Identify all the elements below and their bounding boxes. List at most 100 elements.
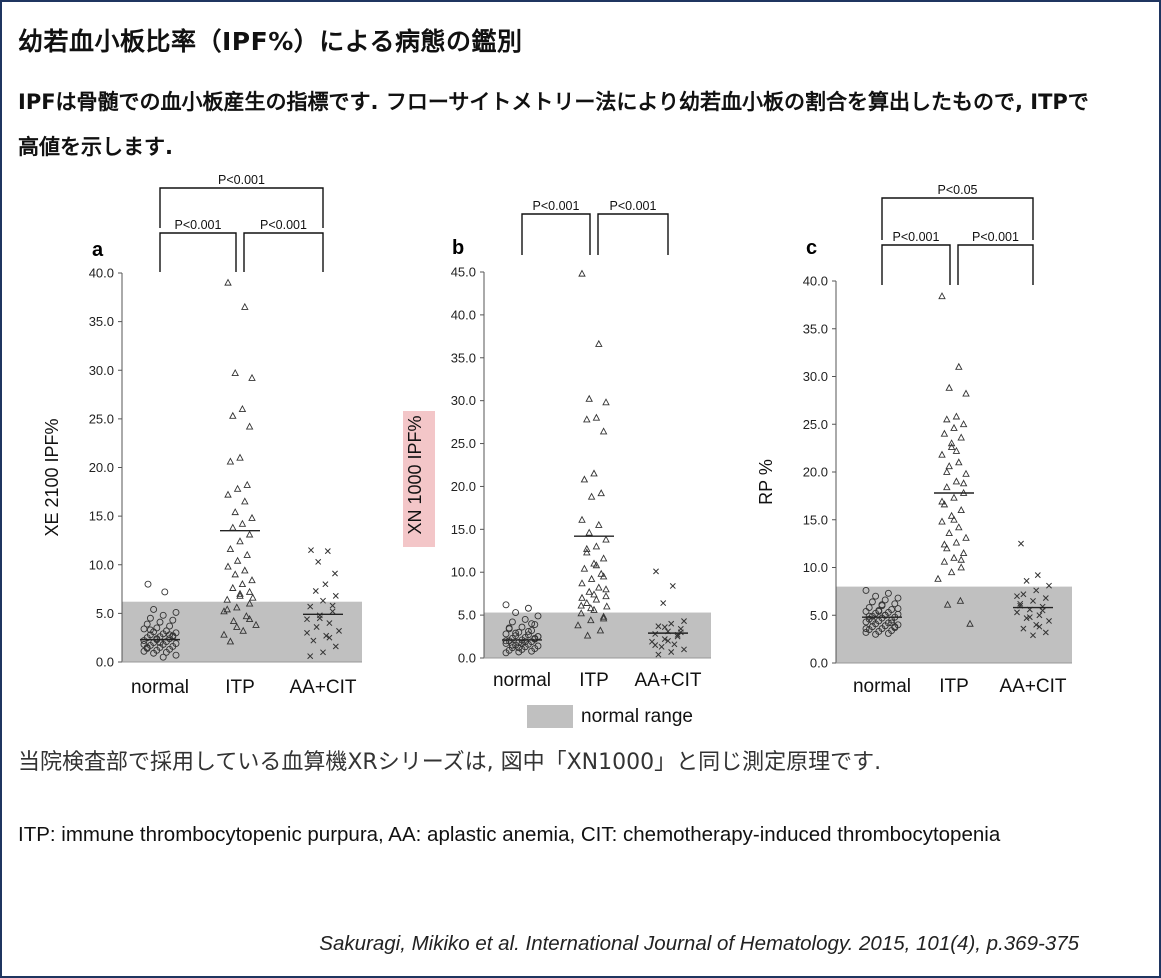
data-point-triangle bbox=[959, 479, 968, 487]
data-point-x bbox=[1036, 623, 1043, 630]
data-point-x bbox=[310, 637, 317, 644]
p-value-label: P<0.001 bbox=[260, 218, 307, 232]
data-point-triangle bbox=[252, 620, 260, 628]
data-point-x bbox=[332, 592, 339, 599]
y-tick-label: 5.0 bbox=[96, 606, 114, 621]
data-point-circle bbox=[150, 649, 158, 657]
data-point-triangle bbox=[242, 612, 251, 620]
data-point-circle bbox=[159, 653, 167, 661]
data-point-triangle bbox=[243, 550, 251, 558]
data-point-x bbox=[323, 632, 330, 639]
data-point-triangle bbox=[248, 373, 256, 381]
data-point-x bbox=[668, 620, 675, 627]
legend: normal range bbox=[527, 705, 693, 728]
data-point-circle bbox=[881, 596, 889, 604]
y-tick-label: 10.0 bbox=[89, 557, 114, 572]
data-point-x bbox=[1033, 587, 1040, 594]
data-point-triangle bbox=[238, 580, 247, 588]
data-point-x bbox=[1020, 625, 1027, 632]
data-point-circle bbox=[862, 607, 870, 615]
data-point-circle bbox=[169, 616, 177, 624]
p-value-label: P<0.001 bbox=[175, 218, 222, 232]
data-point-triangle bbox=[224, 490, 232, 498]
data-point-x bbox=[320, 597, 326, 604]
y-tick-label: 25.0 bbox=[89, 411, 114, 426]
data-point-triangle bbox=[226, 637, 235, 645]
data-point-x bbox=[1014, 593, 1020, 600]
data-point-triangle bbox=[595, 520, 603, 528]
data-point-circle bbox=[878, 601, 886, 609]
data-point-circle bbox=[862, 625, 870, 633]
category-label: ITP bbox=[939, 676, 969, 697]
data-point-triangle bbox=[957, 506, 965, 514]
data-point-circle bbox=[502, 630, 510, 638]
data-point-triangle bbox=[585, 528, 593, 536]
data-point-circle bbox=[524, 627, 532, 635]
data-point-triangle bbox=[229, 411, 237, 419]
data-point-triangle bbox=[245, 530, 254, 538]
data-point-triangle bbox=[583, 598, 591, 606]
y-tick-label: 15.0 bbox=[451, 522, 476, 537]
data-point-x bbox=[304, 616, 310, 623]
significance-bracket bbox=[243, 232, 324, 272]
y-tick-label: 20.0 bbox=[451, 479, 476, 494]
y-axis-label: XE 2100 IPF% bbox=[42, 418, 62, 536]
data-point-x bbox=[1046, 618, 1052, 624]
data-point-x bbox=[1020, 591, 1027, 598]
chart-panel-a: 0.0 5.0 10.0 15.0 20.0 25.0 30.0 35.0 40.0 XE 210… bbox=[42, 173, 362, 698]
data-point-x bbox=[329, 602, 336, 609]
data-point-x bbox=[322, 581, 329, 588]
data-point-triangle bbox=[947, 511, 956, 519]
y-axis-label: RP % bbox=[756, 459, 776, 505]
legend-label: normal range bbox=[581, 706, 693, 727]
data-point-triangle bbox=[245, 587, 254, 595]
data-point-triangle bbox=[583, 548, 591, 556]
category-label: normal bbox=[493, 670, 551, 691]
legend-swatch bbox=[527, 705, 573, 728]
data-point-triangle bbox=[945, 528, 953, 536]
data-point-triangle bbox=[245, 422, 254, 430]
data-point-x bbox=[1033, 621, 1040, 628]
data-point-circle bbox=[528, 647, 536, 655]
data-point-x bbox=[660, 600, 667, 607]
data-point-triangle bbox=[962, 533, 970, 541]
significance-bracket bbox=[881, 197, 1034, 240]
data-point-x bbox=[324, 548, 331, 555]
data-point-triangle bbox=[940, 429, 949, 437]
data-point-circle bbox=[862, 586, 870, 594]
data-point-x bbox=[668, 649, 675, 655]
category-label: AA+CIT bbox=[634, 670, 701, 691]
data-point-x bbox=[1046, 582, 1052, 589]
data-point-triangle bbox=[592, 561, 601, 569]
data-point-x bbox=[332, 643, 339, 650]
data-point-triangle bbox=[947, 439, 956, 447]
data-point-x bbox=[661, 636, 668, 643]
data-point-x bbox=[1030, 597, 1036, 604]
data-point-triangle bbox=[245, 615, 254, 623]
panel-letter: a bbox=[92, 239, 104, 261]
data-point-circle bbox=[140, 637, 148, 645]
y-tick-label: 10.0 bbox=[803, 560, 828, 575]
data-point-triangle bbox=[236, 589, 244, 597]
data-point-x bbox=[653, 568, 659, 575]
data-point-x bbox=[1026, 614, 1033, 621]
data-point-x bbox=[308, 547, 314, 554]
data-point-triangle bbox=[577, 609, 585, 617]
significance-bracket bbox=[881, 244, 951, 285]
category-label: AA+CIT bbox=[999, 676, 1066, 697]
data-point-circle bbox=[166, 622, 174, 630]
y-tick-label: 20.0 bbox=[89, 460, 114, 475]
data-point-circle bbox=[872, 592, 880, 600]
y-tick-label: 25.0 bbox=[451, 436, 476, 451]
data-point-triangle bbox=[599, 427, 608, 435]
data-point-circle bbox=[508, 641, 516, 649]
data-point-circle bbox=[521, 615, 529, 623]
data-point-x bbox=[326, 634, 333, 641]
y-tick-label: 15.0 bbox=[89, 509, 114, 524]
data-point-x bbox=[661, 624, 668, 631]
data-point-triangle bbox=[596, 626, 605, 634]
y-tick-label: 45.0 bbox=[451, 265, 476, 280]
y-tick-label: 0.0 bbox=[458, 651, 476, 666]
